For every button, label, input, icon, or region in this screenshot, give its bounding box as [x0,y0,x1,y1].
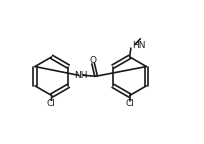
Text: O: O [90,56,97,65]
Text: Cl: Cl [46,99,55,108]
Text: NH: NH [74,71,88,80]
Text: HN: HN [132,41,145,50]
Text: Cl: Cl [125,99,134,108]
